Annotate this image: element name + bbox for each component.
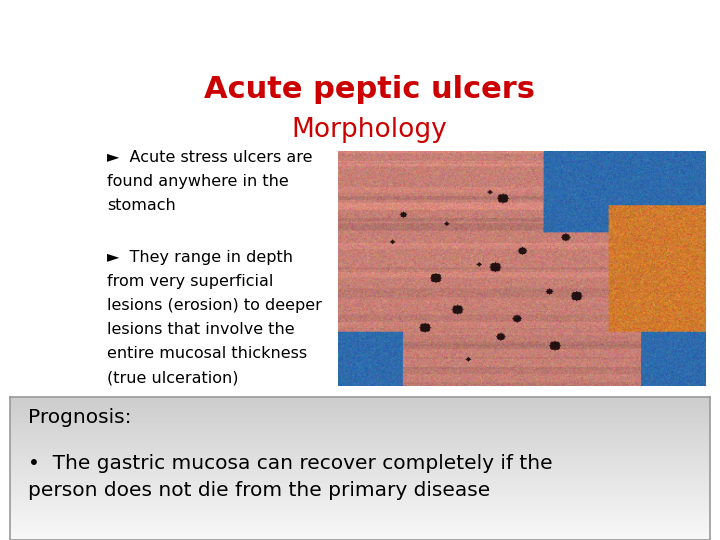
Text: stomach: stomach — [107, 198, 176, 213]
Text: from very superficial: from very superficial — [107, 274, 273, 289]
Text: •  The gastric mucosa can recover completely if the
person does not die from the: • The gastric mucosa can recover complet… — [27, 454, 552, 500]
Text: Acute peptic ulcers: Acute peptic ulcers — [204, 75, 534, 104]
Text: lesions that involve the: lesions that involve the — [107, 322, 294, 337]
Text: lesions (erosion) to deeper: lesions (erosion) to deeper — [107, 298, 322, 313]
Text: Morphology: Morphology — [291, 117, 447, 143]
Text: found anywhere in the: found anywhere in the — [107, 174, 289, 189]
Text: ►  Acute stress ulcers are: ► Acute stress ulcers are — [107, 150, 312, 165]
Text: entire mucosal thickness: entire mucosal thickness — [107, 346, 307, 361]
Text: Prognosis:: Prognosis: — [27, 408, 131, 427]
Text: ►  They range in depth: ► They range in depth — [107, 250, 293, 265]
Text: (true ulceration): (true ulceration) — [107, 370, 238, 386]
